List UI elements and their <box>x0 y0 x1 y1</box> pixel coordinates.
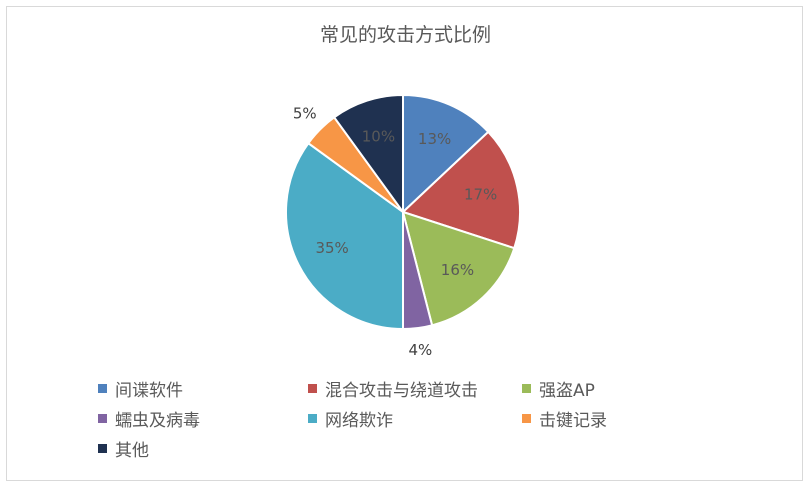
pie-slice-6 <box>332 93 404 216</box>
pie-slice-2 <box>401 210 516 327</box>
data-label-2: 16% <box>441 261 474 279</box>
pie-slice-4 <box>285 141 404 331</box>
pie-slice-0 <box>402 93 490 215</box>
data-label-6: 10% <box>362 127 395 145</box>
data-label-3: 4% <box>409 341 433 359</box>
chart-title: 常见的攻击方式比例 <box>319 24 491 46</box>
data-label-4: 35% <box>315 239 348 257</box>
data-label-1: 17% <box>464 186 497 204</box>
data-label-5: 5% <box>293 105 317 123</box>
data-label-0: 13% <box>418 130 451 148</box>
pie-slice-1 <box>401 130 521 250</box>
